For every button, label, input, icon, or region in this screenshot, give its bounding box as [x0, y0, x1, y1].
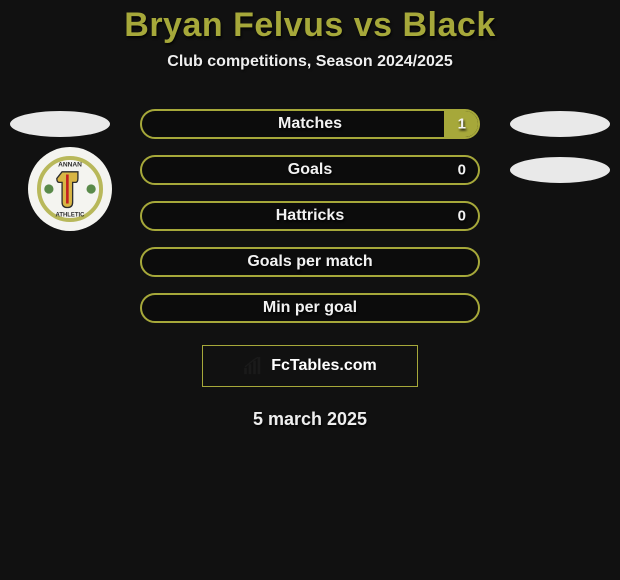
subtitle: Club competitions, Season 2024/2025	[0, 53, 620, 71]
stat-bar: Min per goal	[140, 293, 480, 323]
stat-value-right: 0	[458, 162, 466, 179]
stat-row: Min per goal	[0, 285, 620, 331]
stat-bar: Goals per match	[140, 247, 480, 277]
stat-label: Hattricks	[276, 207, 344, 225]
branding-bars-icon	[243, 357, 265, 375]
stats-block: ANNAN ATHLETIC Matches1Goals0Hattricks0G…	[0, 101, 620, 331]
stat-label: Goals	[288, 161, 332, 179]
branding-text: FcTables.com	[271, 357, 377, 375]
generation-date: 5 march 2025	[0, 409, 620, 430]
stat-label: Matches	[278, 115, 342, 133]
stat-row: Hattricks 0	[0, 193, 620, 239]
comparison-card: Bryan Felvus vs Black Club competitions,…	[0, 0, 620, 430]
stat-row: Goals per match	[0, 239, 620, 285]
stat-value-right: 0	[458, 208, 466, 225]
stat-label: Min per goal	[263, 299, 357, 317]
stat-bar: Hattricks 0	[140, 201, 480, 231]
player-left-placeholder	[10, 111, 110, 137]
stat-row: Matches 1	[0, 101, 620, 147]
stat-bar: Goals 0	[140, 155, 480, 185]
branding-box[interactable]: FcTables.com	[202, 345, 418, 387]
page-title: Bryan Felvus vs Black	[0, 6, 620, 45]
stat-bar: Matches 1	[140, 109, 480, 139]
player-right-placeholder	[510, 111, 610, 137]
stat-row: Goals 0	[0, 147, 620, 193]
player-right-placeholder	[510, 157, 610, 183]
stat-label: Goals per match	[247, 253, 372, 271]
stat-value-right: 1	[458, 116, 466, 133]
